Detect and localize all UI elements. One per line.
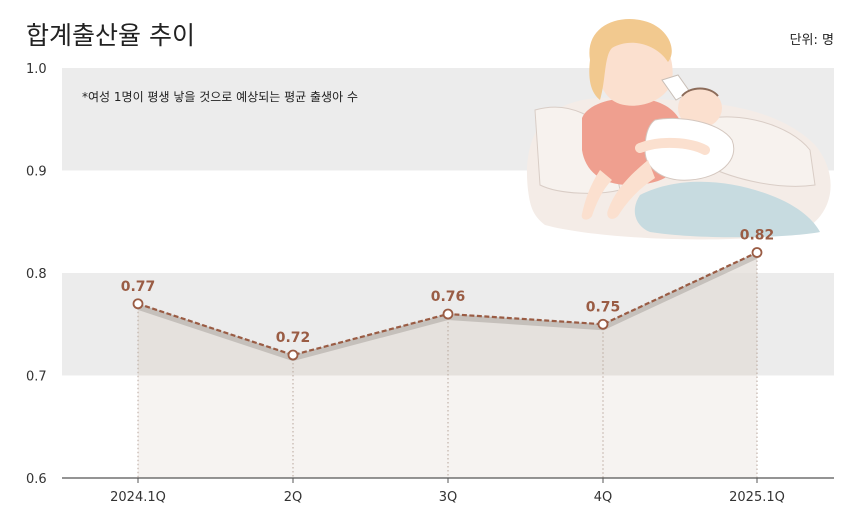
unit-label: 단위: 명 xyxy=(790,33,834,48)
x-tick-label: 4Q xyxy=(594,490,613,505)
data-point xyxy=(751,247,763,258)
mother-feeding-baby-illustration xyxy=(526,19,831,240)
y-axis-ticks: 0.6 0.7 0.8 0.9 1.0 xyxy=(26,62,47,487)
data-label: 0.72 xyxy=(276,330,311,346)
data-labels: 0.77 0.72 0.76 0.75 0.82 xyxy=(121,228,775,347)
area-fill xyxy=(138,252,757,376)
data-point xyxy=(287,349,299,361)
data-points xyxy=(132,247,763,361)
footnote: *여성 1명이 평생 낳을 것으로 예상되는 평균 출생아 수 xyxy=(82,90,358,104)
data-label: 0.75 xyxy=(586,299,621,315)
y-tick-label: 0.7 xyxy=(26,370,47,385)
data-label: 0.77 xyxy=(121,279,156,295)
x-axis-ticks: 2024.1Q 2Q 3Q 4Q 2025.1Q xyxy=(110,490,785,505)
x-tick-label: 2025.1Q xyxy=(729,490,785,505)
chart-title: 합계출산율 추이 xyxy=(26,21,195,50)
axes xyxy=(62,477,834,483)
data-label: 0.76 xyxy=(431,289,466,305)
data-label: 0.82 xyxy=(740,228,775,244)
data-point xyxy=(132,298,144,310)
x-tick-label: 2Q xyxy=(284,490,303,505)
x-tick-label: 3Q xyxy=(439,490,458,505)
y-tick-label: 0.9 xyxy=(26,165,47,180)
y-tick-label: 0.6 xyxy=(26,472,47,487)
x-tick-label: 2024.1Q xyxy=(110,490,166,505)
data-point xyxy=(597,318,609,330)
y-tick-label: 0.8 xyxy=(26,267,47,282)
drop-lines xyxy=(137,252,758,478)
data-point xyxy=(442,308,454,320)
y-tick-label: 1.0 xyxy=(26,62,47,77)
